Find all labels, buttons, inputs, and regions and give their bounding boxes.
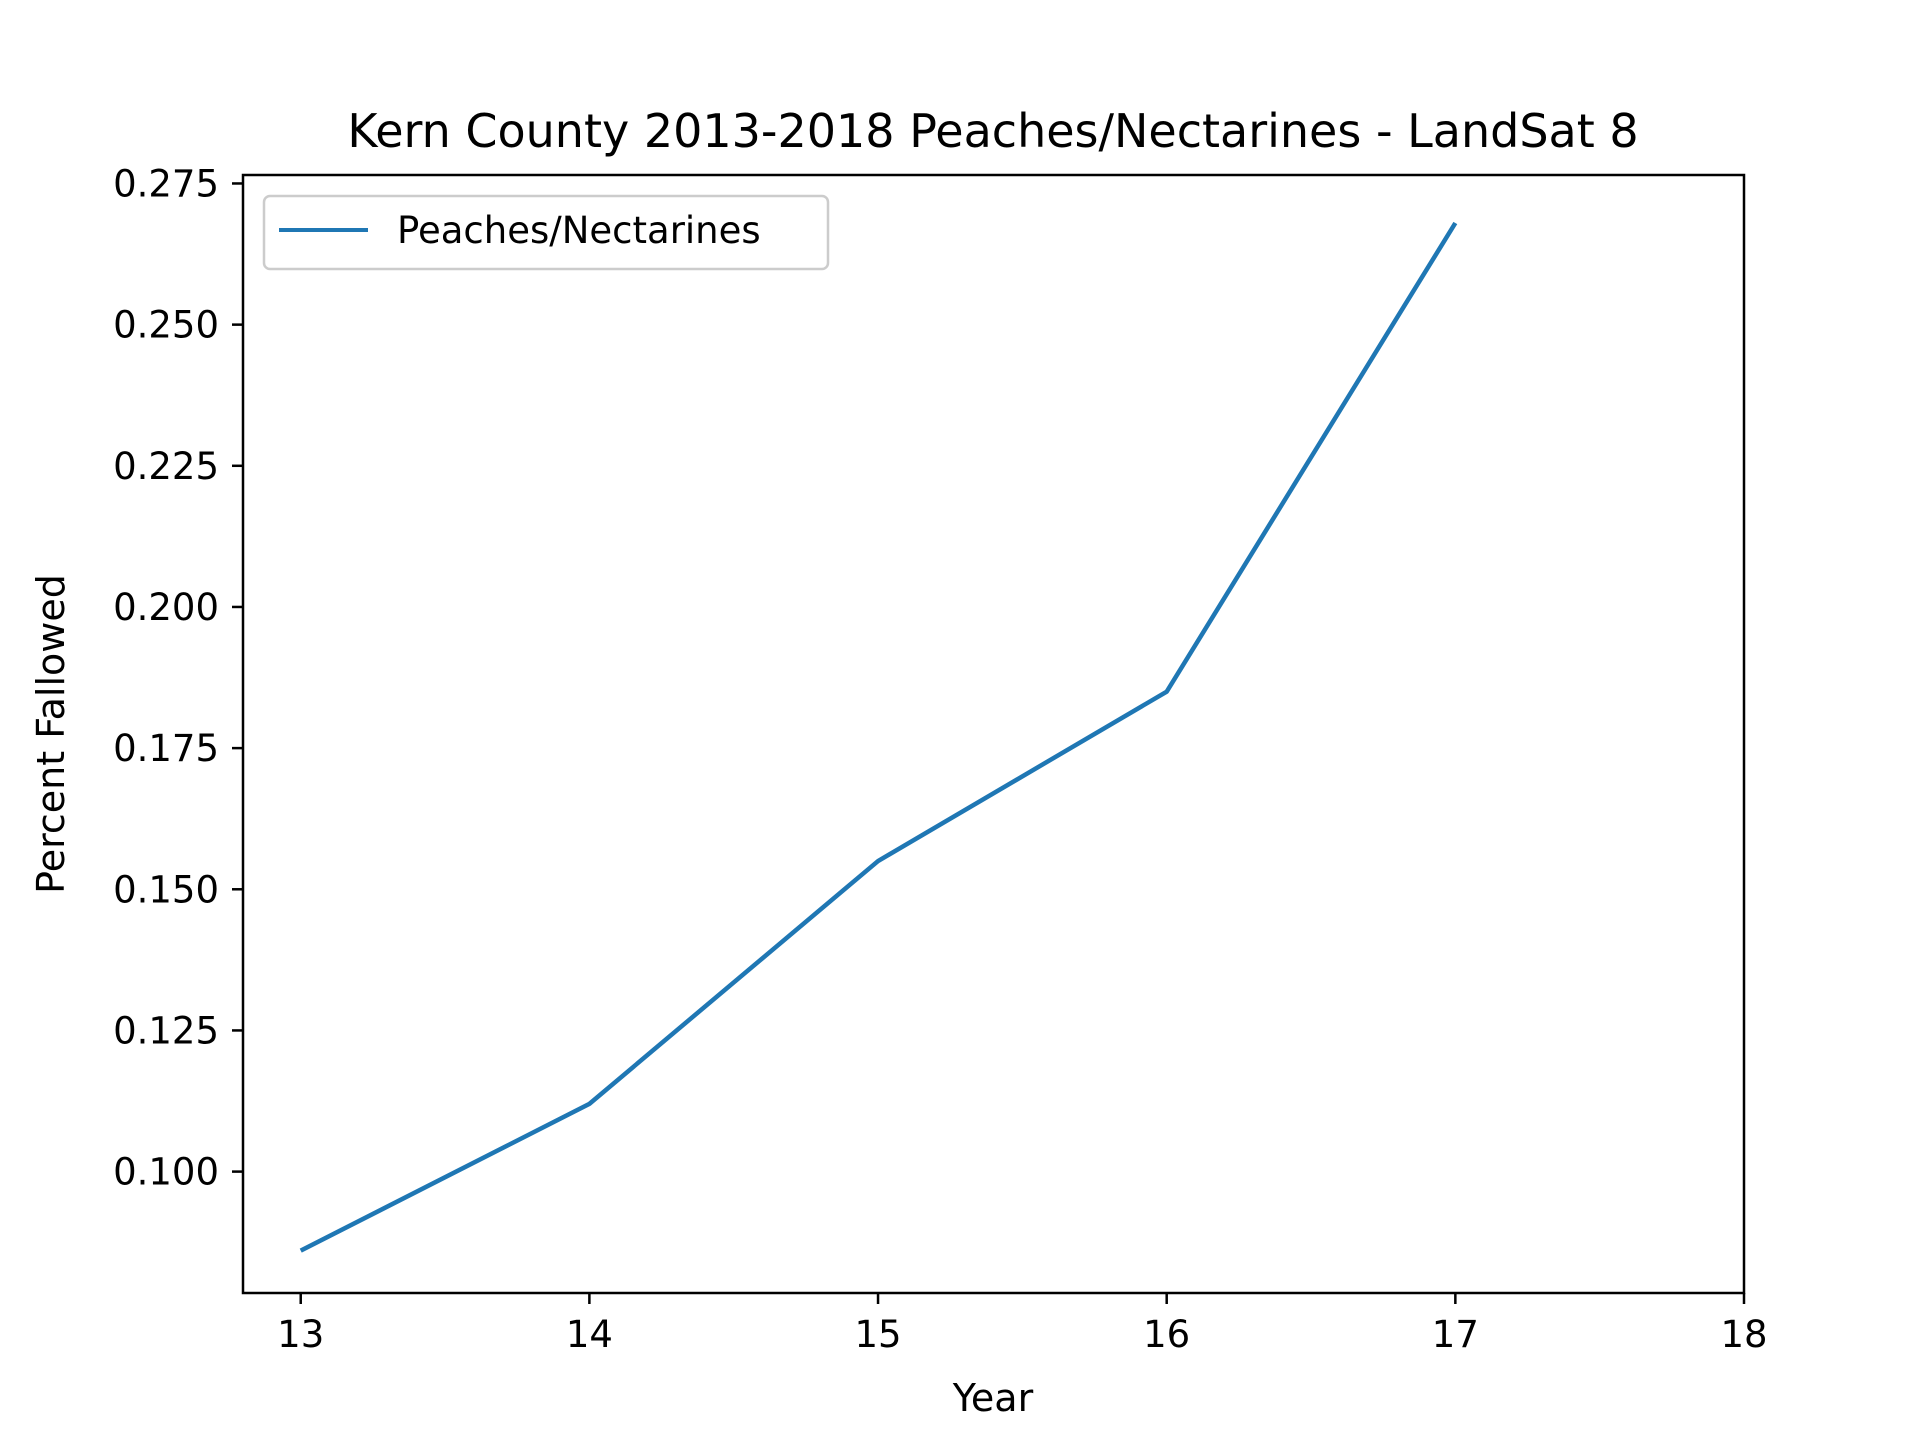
x-tick-label: 15 (854, 1313, 901, 1356)
x-tick-label: 17 (1432, 1313, 1479, 1356)
x-tick-label: 16 (1143, 1313, 1190, 1356)
x-axis: 13 14 15 16 17 18 (277, 1293, 1768, 1356)
series-layer (299, 221, 1458, 1253)
series-line (299, 221, 1458, 1253)
legend: Peaches/Nectarines (262, 194, 830, 271)
y-tick-label: 0.225 (113, 445, 219, 488)
chart-title: Kern County 2013-2018 Peaches/Nectarines… (347, 104, 1638, 158)
y-tick-label: 0.125 (113, 1009, 219, 1052)
y-tick-label: 0.275 (113, 162, 219, 205)
y-axis-title: Percent Fallowed (29, 574, 73, 894)
legend-box (262, 194, 830, 271)
y-axis: 0.100 0.125 0.150 0.175 0.200 0.225 0.250 0.275 (113, 162, 243, 1194)
plot-area-frame (241, 173, 1746, 1295)
x-tick-label: 13 (277, 1313, 324, 1356)
y-tick-label: 0.200 (113, 586, 219, 629)
x-axis-title: Year (952, 1376, 1034, 1420)
legend-label: Peaches/Nectarines (397, 209, 761, 252)
x-tick-label: 14 (566, 1313, 613, 1356)
x-tick-label: 18 (1720, 1313, 1767, 1356)
y-tick-label: 0.100 (113, 1151, 219, 1194)
y-tick-label: 0.175 (113, 727, 219, 770)
y-tick-label: 0.250 (113, 304, 219, 347)
y-tick-label: 0.150 (113, 868, 219, 911)
